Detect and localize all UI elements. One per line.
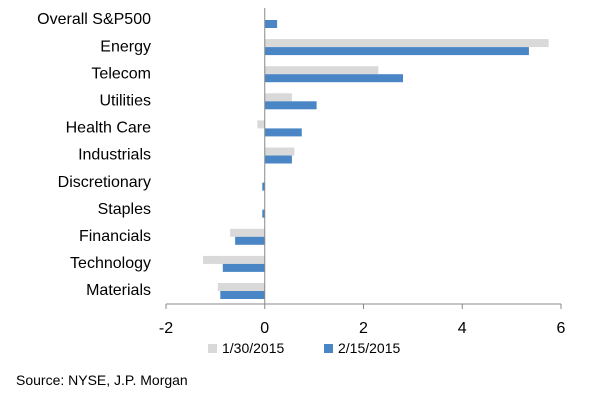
bar-series1: [217, 283, 265, 291]
legend-swatch: [324, 344, 333, 353]
bar-series2: [264, 47, 529, 56]
bar-series2: [220, 291, 265, 299]
x-tick-label: 0: [260, 320, 269, 337]
bar-series1: [264, 39, 549, 48]
legend-label: 2/15/2015: [338, 340, 400, 356]
category-label: Utilities: [99, 93, 151, 110]
category-labels: Overall S&P500 Energy Telecom Utilities Heal…: [37, 11, 151, 299]
bar-series1: [264, 66, 379, 75]
bar-series1: [264, 147, 295, 156]
category-label: Financials: [79, 228, 151, 245]
tick-labels: -2 0 2 4 6: [159, 320, 566, 337]
bar-series2: [264, 155, 292, 164]
category-label: Industrials: [78, 147, 151, 164]
x-tick-label: -2: [159, 320, 173, 337]
bars: [203, 20, 549, 299]
category-label: Technology: [70, 255, 151, 272]
source-note: Source: NYSE, J.P. Morgan: [16, 372, 188, 388]
category-label: Telecom: [91, 65, 151, 82]
bar-series2: [262, 209, 265, 218]
bar-series1: [264, 93, 292, 102]
category-label: Staples: [98, 201, 151, 218]
bar-series2: [264, 101, 317, 110]
bar-series2: [262, 182, 265, 191]
category-label: Materials: [86, 282, 151, 299]
x-tick-label: 2: [359, 320, 368, 337]
bar-series1: [203, 255, 265, 264]
bar-series2: [235, 236, 265, 245]
bar-series1: [257, 120, 265, 129]
bar-series1: [230, 228, 265, 237]
axes: [165, 8, 562, 309]
bar-series2: [264, 128, 302, 137]
bar-series2: [264, 74, 403, 83]
x-tick-label: 6: [557, 320, 566, 337]
legend-label: 1/30/2015: [222, 340, 284, 356]
category-label: Discretionary: [58, 174, 151, 191]
bar-series2: [222, 263, 265, 272]
bar-series2: [264, 20, 278, 28]
category-label: Energy: [100, 38, 151, 55]
category-label: Overall S&P500: [37, 11, 151, 28]
legend-swatch: [208, 344, 217, 353]
x-tick-label: 4: [458, 320, 467, 337]
legend: 1/30/2015 2/15/2015: [208, 340, 400, 356]
category-label: Health Care: [66, 120, 151, 137]
